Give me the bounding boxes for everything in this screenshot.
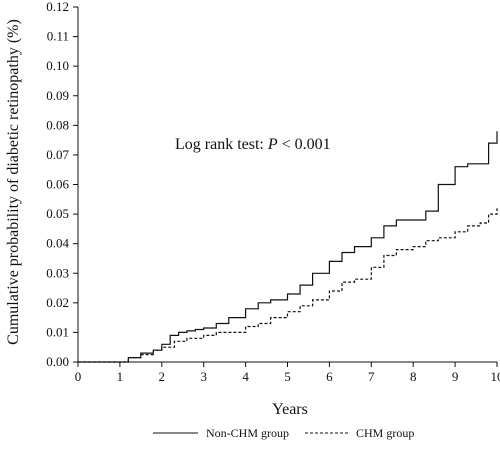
annotation-suffix: < 0.001 [278, 136, 331, 153]
series-line-non-chm [78, 131, 498, 363]
annotation-p: P [267, 136, 278, 153]
y-tick-label: 0.11 [47, 29, 69, 44]
x-tick-label: 3 [200, 369, 207, 384]
x-tick-label: 0 [75, 369, 82, 384]
y-tick-label: 0.03 [46, 265, 69, 280]
log-rank-annotation: Log rank test: P < 0.001 [175, 136, 331, 153]
axes [77, 7, 497, 363]
y-tick-label: 0.08 [46, 117, 69, 132]
x-tick-label: 1 [117, 369, 124, 384]
x-tick-label: 8 [410, 369, 417, 384]
x-tick-label: 7 [368, 369, 375, 384]
x-tick-label: 10 [491, 369, 500, 384]
legend-label-chm: CHM group [356, 426, 414, 440]
x-tick-label: 2 [159, 369, 166, 384]
x-tick-label: 5 [284, 369, 291, 384]
y-axis-title: Cumulative probability of diabetic retin… [5, 19, 22, 345]
x-axis-ticks: 0 1 2 3 4 5 6 7 8 9 10 [75, 362, 500, 384]
y-tick-label: 0.12 [46, 0, 69, 14]
legend-label-non-chm: Non-CHM group [206, 426, 289, 440]
y-tick-label: 0.01 [46, 324, 69, 339]
y-axis-ticks: 0.00 0.01 0.02 0.03 0.04 0.05 0.06 0.07 0.08 0.09… [46, 0, 78, 369]
y-tick-label: 0.00 [46, 354, 69, 369]
x-tick-label: 6 [326, 369, 333, 384]
y-tick-label: 0.09 [46, 88, 69, 103]
y-tick-label: 0.04 [46, 236, 69, 251]
y-tick-label: 0.07 [46, 147, 69, 162]
y-tick-label: 0.02 [46, 295, 69, 310]
y-tick-label: 0.06 [46, 177, 69, 192]
x-tick-label: 9 [452, 369, 459, 384]
x-tick-label: 4 [242, 369, 249, 384]
annotation-prefix: Log rank test: [175, 136, 268, 153]
x-axis-title: Years [272, 401, 308, 418]
y-tick-label: 0.05 [46, 206, 69, 221]
y-tick-label: 0.10 [46, 58, 69, 73]
legend: Non-CHM group CHM group [153, 426, 414, 440]
series-line-chm [78, 208, 498, 363]
plot-series [78, 131, 498, 363]
